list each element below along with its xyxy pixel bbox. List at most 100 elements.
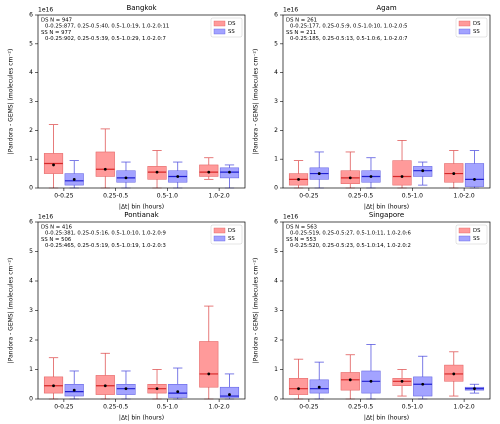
- x-tick-label: 1.0-2.0: [209, 404, 230, 411]
- mean-marker: [473, 177, 476, 181]
- box: [392, 369, 412, 397]
- y-tick-label: 4: [29, 69, 33, 76]
- mean-marker: [317, 385, 321, 389]
- box-body: [116, 170, 136, 183]
- mean-marker: [348, 378, 352, 382]
- x-tick-label: 0-0.25: [54, 193, 74, 200]
- axes-frame: [37, 221, 246, 400]
- box: [361, 344, 381, 400]
- mean-marker: [369, 175, 373, 178]
- y-tick-label: 1: [29, 156, 33, 163]
- box: [168, 367, 188, 400]
- legend-swatch: [458, 235, 471, 242]
- box-body: [199, 341, 219, 388]
- legend-label: DS: [228, 228, 236, 234]
- x-tick-label: 1.0-2.0: [454, 404, 475, 411]
- box: [147, 369, 167, 400]
- box: [219, 164, 240, 189]
- box: [95, 352, 115, 400]
- annotation: 0-0.25:519, 0.25-0.5:27, 0.5-1.0:11, 1.0…: [290, 231, 412, 237]
- x-axis-label: |Δt| bin (hours): [364, 204, 409, 211]
- mean-marker: [421, 169, 425, 173]
- panel-title: Bangkok: [126, 4, 157, 12]
- x-tick-label: 0.25-0.5: [103, 193, 128, 200]
- mean-marker: [421, 382, 425, 386]
- mean-marker: [297, 177, 300, 181]
- mean-marker: [317, 172, 321, 175]
- box: [199, 157, 219, 180]
- legend-label: DS: [473, 21, 481, 27]
- box: [464, 383, 485, 394]
- y-tick-label: 4: [274, 69, 278, 76]
- mean-marker: [103, 384, 107, 388]
- legend-swatch: [458, 20, 471, 27]
- box-body: [219, 386, 240, 398]
- y-tick-label: 3: [274, 307, 278, 314]
- x-axis-label: |Δt| bin (hours): [119, 204, 164, 211]
- legend-label: DS: [228, 21, 236, 27]
- y-tick-label: 2: [274, 337, 278, 344]
- mean-marker: [400, 175, 404, 178]
- y-axis-label: |Pandora - GEMS| (molecules cm⁻²): [253, 258, 260, 364]
- y-tick-label: 0: [274, 185, 278, 192]
- y-tick-label: 3: [29, 307, 33, 314]
- mean-marker: [103, 167, 107, 171]
- x-tick-label: 1.0-2.0: [454, 193, 475, 200]
- box-body: [95, 151, 115, 177]
- annotation: 0-0.25:877, 0.25-0.5:40, 0.5-1.0:19, 1.0…: [45, 24, 169, 30]
- mean-marker: [52, 384, 55, 388]
- legend-swatch: [213, 28, 226, 35]
- y-tick-label: 4: [274, 278, 278, 285]
- mean-marker: [452, 372, 456, 376]
- mean-marker: [207, 170, 211, 174]
- box-body: [392, 160, 412, 186]
- x-tick-label: 0.5-1.0: [157, 193, 178, 200]
- box: [43, 124, 64, 189]
- axes-frame: [37, 14, 246, 189]
- annotation: 0-0.25:902, 0.25-0.5:39, 0.5-1.0:29, 1.0…: [45, 36, 166, 42]
- annotation: DS N = 416: [41, 225, 73, 231]
- y-tick-label: 5: [274, 40, 278, 47]
- y-axis-label: |Pandora - GEMS| (molecules cm⁻²): [8, 49, 15, 155]
- x-tick-label: 0-0.25: [299, 404, 319, 411]
- box: [444, 150, 464, 189]
- legend-label: SS: [228, 29, 235, 35]
- offset-label: 1e16: [283, 214, 298, 221]
- y-tick-label: 1: [29, 366, 33, 373]
- y-tick-label: 0: [29, 185, 33, 192]
- x-tick-label: 0.25-0.5: [348, 404, 373, 411]
- box: [288, 358, 309, 400]
- axes-frame: [282, 221, 491, 400]
- y-tick-label: 6: [274, 12, 278, 19]
- x-tick-label: 0.25-0.5: [348, 193, 373, 200]
- annotation: SS N = 553: [286, 237, 316, 243]
- mean-marker: [452, 172, 456, 175]
- y-tick-label: 1: [274, 366, 278, 373]
- box-body: [413, 376, 433, 397]
- box: [199, 305, 219, 400]
- y-tick-label: 3: [274, 98, 278, 105]
- box: [361, 157, 381, 189]
- axes-frame: [282, 14, 491, 189]
- box: [95, 128, 115, 189]
- legend-label: DS: [473, 228, 481, 234]
- legend-swatch: [458, 28, 471, 35]
- x-tick-label: 1.0-2.0: [209, 193, 230, 200]
- box: [309, 151, 329, 189]
- y-tick-label: 2: [274, 127, 278, 134]
- y-tick-label: 4: [29, 278, 33, 285]
- mean-marker: [228, 170, 231, 174]
- mean-marker: [124, 176, 128, 180]
- annotation: SS N = 211: [286, 30, 316, 36]
- x-axis-label: |Δt| bin (hours): [364, 415, 409, 422]
- legend-swatch: [458, 227, 471, 234]
- box: [168, 161, 188, 189]
- annotation: 0-0.25:185, 0.25-0.5:13, 0.5-1.0:6, 1.0-…: [290, 36, 408, 42]
- y-tick-label: 5: [29, 40, 33, 47]
- annotation: SS N = 506: [41, 237, 72, 243]
- y-tick-label: 0: [29, 396, 33, 403]
- y-tick-label: 0: [274, 396, 278, 403]
- offset-label: 1e16: [283, 7, 298, 14]
- annotation: DS N = 947: [41, 18, 72, 24]
- legend-swatch: [213, 235, 226, 242]
